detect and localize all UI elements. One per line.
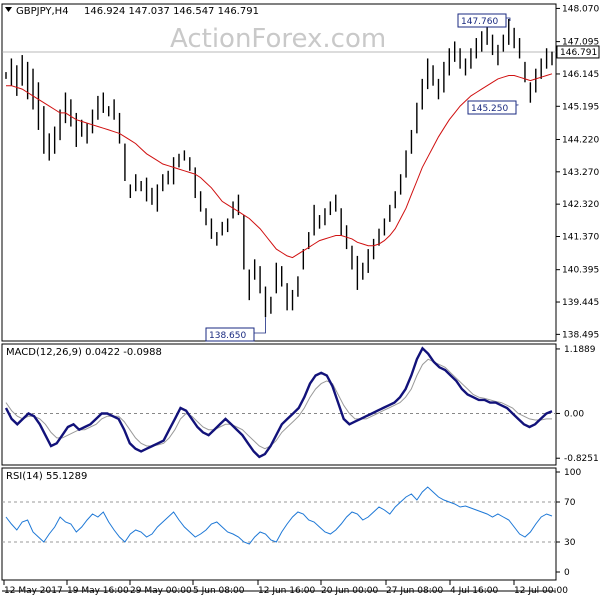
macd-tick-label: -0.8251 [564, 454, 599, 464]
high-annotation-box [457, 13, 507, 28]
rsi-pane: 100 70 30 0 [2, 468, 581, 578]
pane-border [1, 343, 557, 466]
last-price-label: 146.791 [560, 48, 597, 58]
x-tick-label: 5 Jun 08:00 [193, 586, 245, 596]
price-tick-label: 138.495 [562, 330, 599, 340]
rsi-tick-label: 0 [564, 568, 570, 578]
high-annotation: 147.760 [461, 17, 498, 27]
price-tick-label: 139.445 [562, 298, 599, 308]
mid-low-annotation-box [467, 100, 517, 115]
macd-pane: 1.1889 0.00 -0.8251 [2, 345, 599, 464]
x-tick-label: 19 May 16:00 [67, 586, 129, 596]
x-axis: 12 May 2017 19 May 16:00 29 May 00:00 5 Jun… [3, 580, 568, 596]
macd-line [4, 346, 553, 459]
x-tick-label: 12 Jul 00:00 [514, 586, 568, 596]
chart-frame [1, 3, 557, 592]
pane-border [1, 3, 557, 342]
x-tick-label: 20 Jun 00:00 [321, 586, 378, 596]
low-annotation: 138.650 [209, 331, 246, 341]
watermark: ActionForex.com [170, 24, 386, 54]
dropdown-triangle-icon[interactable] [5, 7, 12, 12]
price-tick-label: 148.070 [562, 4, 599, 14]
rsi-label: RSI(14) 55.1289 [6, 471, 87, 482]
low-annotation-box [205, 327, 255, 342]
price-tick-label: 145.195 [562, 102, 599, 112]
macd-tick-label: 0.00 [564, 409, 584, 419]
price-tick-label: 147.095 [562, 38, 599, 48]
rsi-line [5, 486, 553, 545]
x-tick-label: 4 Jul 16:00 [450, 586, 499, 596]
price-tick-label: 140.395 [562, 266, 599, 276]
price-pane: 148.070 147.095 146.145 145.195 144.220 143.2… [2, 4, 600, 342]
macd-signal-line [5, 358, 552, 450]
moving-average-line [6, 73, 553, 259]
rsi-tick-label: 30 [564, 538, 576, 548]
pane-border [1, 467, 557, 581]
high-annotation-leader [506, 17, 511, 21]
macd-label: MACD(12,26,9) 0.0422 -0.0988 [6, 347, 162, 358]
macd-tick-label: 1.1889 [564, 345, 596, 355]
symbol-label: GBPJPY,H4 [16, 6, 69, 17]
price-tick-label: 143.270 [562, 168, 599, 178]
price-tick-label: 144.220 [562, 135, 599, 145]
rsi-tick-label: 100 [564, 468, 581, 478]
x-tick-label: 12 Jun 16:00 [258, 586, 315, 596]
price-tick-label: 146.145 [562, 70, 599, 80]
mid-low-annotation: 145.250 [471, 104, 508, 114]
ohlc-readout: 146.924 147.037 146.547 146.791 [84, 6, 259, 17]
x-tick-label: 27 Jun 08:00 [386, 586, 443, 596]
price-tick-label: 141.370 [562, 232, 599, 242]
last-price-box [556, 45, 600, 59]
price-tick-label: 142.320 [562, 200, 599, 210]
low-annotation-leader [254, 317, 266, 334]
x-tick-label: 29 May 00:00 [130, 586, 192, 596]
x-tick-label: 12 May 2017 [4, 586, 63, 596]
rsi-tick-label: 70 [564, 498, 576, 508]
mid-low-annotation-leader [516, 104, 519, 106]
chart-header: GBPJPY,H4 146.924 147.037 146.547 146.79… [5, 6, 259, 17]
